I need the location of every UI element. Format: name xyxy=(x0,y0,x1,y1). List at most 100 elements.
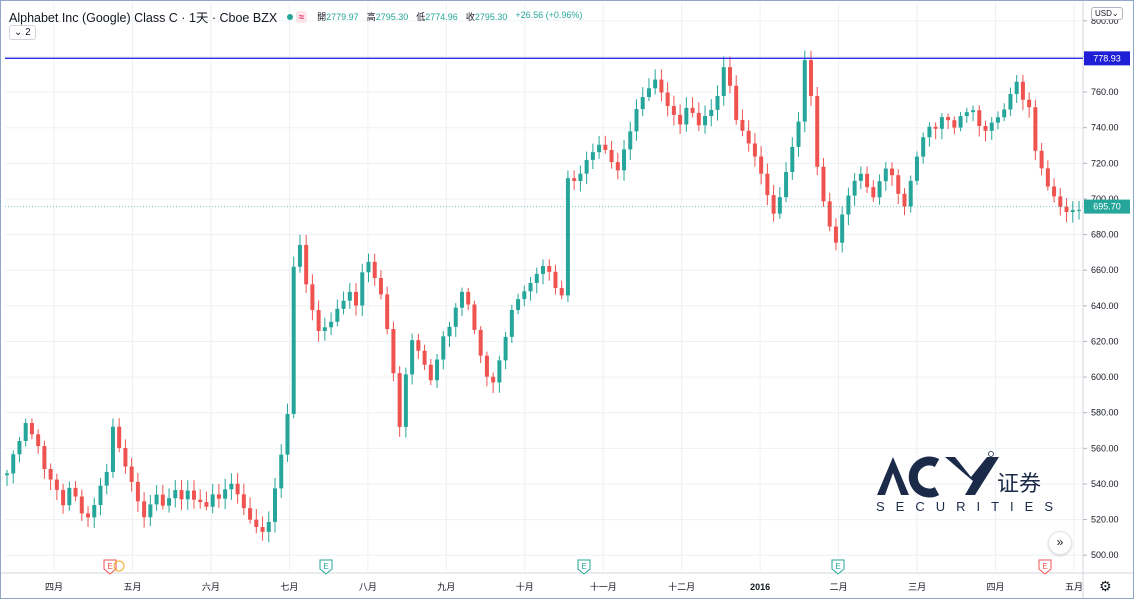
candle-body xyxy=(1008,94,1013,110)
y-tick-label: 760.00 xyxy=(1091,87,1119,97)
candle-body xyxy=(734,85,739,120)
candle-body xyxy=(11,454,16,474)
candle-body xyxy=(541,266,545,274)
candle-body xyxy=(73,487,78,497)
candle-body xyxy=(1052,186,1057,197)
candle-body xyxy=(229,483,234,490)
candle-body xyxy=(983,126,988,131)
candle-body xyxy=(890,168,895,176)
candle-body xyxy=(316,310,321,332)
candle-body xyxy=(472,304,477,330)
candle-body xyxy=(291,266,296,414)
candle-body xyxy=(397,373,402,427)
x-tick-label: 十一月 xyxy=(590,581,617,592)
currency-select[interactable]: USD⌄ xyxy=(1091,7,1123,20)
candle-body xyxy=(254,519,259,528)
data-badge: ≈ xyxy=(296,10,308,23)
candle-body xyxy=(690,107,695,113)
candle-body xyxy=(671,106,676,115)
candle-body xyxy=(877,181,882,198)
candle-body xyxy=(908,180,913,207)
candle-body xyxy=(185,490,190,500)
candle-body xyxy=(871,187,876,198)
candle-body xyxy=(1077,209,1081,211)
candle-body xyxy=(428,364,433,381)
earnings-marker-label: E xyxy=(323,562,328,571)
x-tick-label: 七月 xyxy=(280,582,298,592)
candle-body xyxy=(927,126,932,138)
x-tick-label: 八月 xyxy=(359,582,377,592)
x-tick-label: 十月 xyxy=(516,581,534,592)
candle-body xyxy=(553,271,558,289)
candle-body xyxy=(67,487,72,506)
candle-body xyxy=(796,121,801,147)
candle-body xyxy=(447,326,452,337)
candle-body xyxy=(883,168,888,182)
x-tick-label: 九月 xyxy=(437,582,455,592)
change-value: +26.56 (+0.96%) xyxy=(515,10,583,20)
candle-body xyxy=(360,272,365,306)
candle-body xyxy=(584,159,589,174)
studies-toggle-button[interactable]: ⌄ 2 xyxy=(9,25,36,40)
candle-body xyxy=(179,490,184,500)
candle-body xyxy=(304,244,309,285)
scroll-to-latest-button[interactable]: » xyxy=(1048,531,1072,555)
y-tick-label: 800.00 xyxy=(1091,16,1119,26)
close-label: 收 xyxy=(465,12,475,22)
gear-icon[interactable]: ⚙ xyxy=(1099,578,1112,594)
candle-body xyxy=(628,131,633,150)
candle-body xyxy=(865,173,870,188)
candle-body xyxy=(640,97,645,110)
legend-header: Alphabet Inc (Google) Class C · 1天 · Cbo… xyxy=(9,7,582,26)
candle-body xyxy=(914,156,919,181)
candle-body xyxy=(98,485,103,506)
candle-body xyxy=(815,95,820,167)
horizontal-line-label-bg xyxy=(1084,51,1130,66)
candle-body xyxy=(29,423,34,435)
candle-body xyxy=(634,109,639,132)
candle-body xyxy=(17,441,22,455)
candle-body xyxy=(142,501,147,518)
candle-body xyxy=(354,291,359,306)
candle-body xyxy=(273,488,277,522)
candle-body xyxy=(478,329,483,356)
horizontal-line-label: 778.93 xyxy=(1093,53,1121,63)
candle-body xyxy=(410,340,415,375)
candle-body xyxy=(86,513,91,518)
low-value: 2774.96 xyxy=(425,12,458,22)
open-label: 開 xyxy=(317,12,327,22)
candle-body xyxy=(759,156,764,174)
candle-body xyxy=(659,79,664,93)
candle-body xyxy=(123,448,128,467)
candle-body xyxy=(223,489,228,499)
candle-body xyxy=(684,107,689,125)
candle-body xyxy=(653,79,658,89)
last-price-label-bg xyxy=(1084,199,1130,214)
candle-body xyxy=(1027,99,1032,108)
candle-body xyxy=(709,109,714,117)
candle-body xyxy=(441,336,446,360)
candle-body xyxy=(609,149,614,163)
candle-body xyxy=(241,494,246,509)
candle-body xyxy=(129,466,134,482)
candle-body xyxy=(821,166,826,202)
candle-body xyxy=(1002,109,1007,118)
candle-body xyxy=(279,454,284,489)
market-status-dot xyxy=(287,13,294,20)
candle-body xyxy=(902,193,907,207)
candle-body xyxy=(54,479,59,490)
candle-body xyxy=(547,266,552,272)
candle-body xyxy=(416,340,421,351)
candle-body xyxy=(790,146,795,173)
y-tick-label: 520.00 xyxy=(1091,515,1119,525)
candle-body xyxy=(721,67,726,96)
high-value: 2795.30 xyxy=(375,12,409,22)
earnings-marker xyxy=(831,559,845,575)
candle-body xyxy=(23,423,28,442)
candle-body xyxy=(678,114,683,125)
ohlc-values: 開2779.97 高2795.30 低2774.96 收2795.30 +26.… xyxy=(317,10,582,23)
candle-body xyxy=(148,504,153,518)
candle-body xyxy=(503,336,508,361)
